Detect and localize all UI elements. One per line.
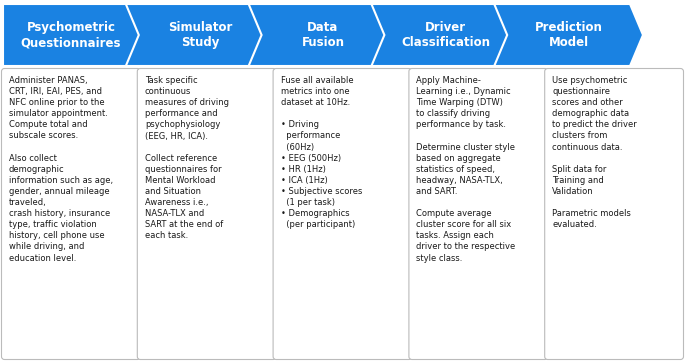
Polygon shape bbox=[3, 4, 152, 66]
Text: Administer PANAS,
CRT, IRI, EAI, PES, and
NFC online prior to the
simulator appo: Administer PANAS, CRT, IRI, EAI, PES, an… bbox=[9, 76, 113, 262]
Text: Driver
Classification: Driver Classification bbox=[401, 21, 490, 49]
Polygon shape bbox=[494, 4, 643, 66]
FancyBboxPatch shape bbox=[545, 69, 684, 360]
FancyBboxPatch shape bbox=[409, 69, 548, 360]
FancyBboxPatch shape bbox=[137, 69, 276, 360]
Text: Prediction
Model: Prediction Model bbox=[535, 21, 603, 49]
Text: Apply Machine-
Learning i.e., Dynamic
Time Warping (DTW)
to classify driving
per: Apply Machine- Learning i.e., Dynamic Ti… bbox=[416, 76, 516, 262]
Text: Task specific
continuous
measures of driving
performance and
psychophysiology
(E: Task specific continuous measures of dri… bbox=[145, 76, 229, 240]
Polygon shape bbox=[371, 4, 520, 66]
Text: Fuse all available
metrics into one
dataset at 10Hz.

• Driving
  performance
  : Fuse all available metrics into one data… bbox=[281, 76, 362, 229]
FancyBboxPatch shape bbox=[1, 69, 140, 360]
Text: Simulator
Study: Simulator Study bbox=[168, 21, 232, 49]
Text: Data
Fusion: Data Fusion bbox=[301, 21, 345, 49]
FancyBboxPatch shape bbox=[273, 69, 412, 360]
Text: Use psychometric
questionnaire
scores and other
demographic data
to predict the : Use psychometric questionnaire scores an… bbox=[552, 76, 637, 229]
Polygon shape bbox=[126, 4, 275, 66]
Text: Psychometric
Questionnaires: Psychometric Questionnaires bbox=[21, 21, 121, 49]
Polygon shape bbox=[249, 4, 397, 66]
